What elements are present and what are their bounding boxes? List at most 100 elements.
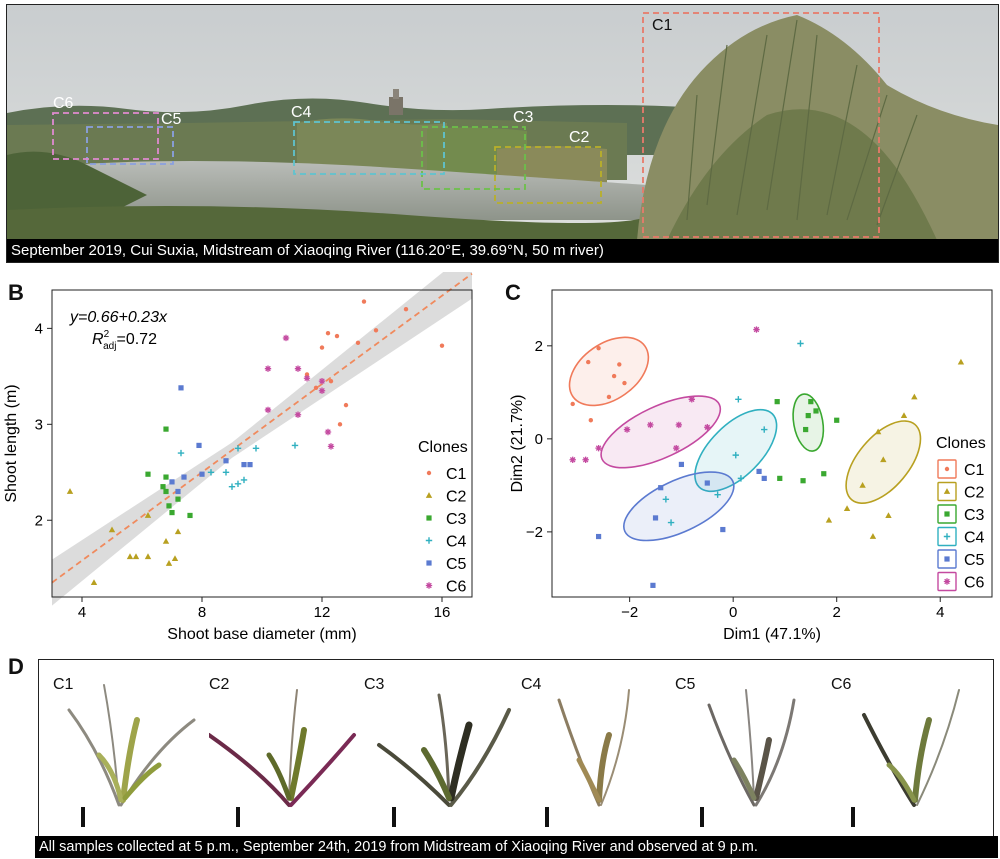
spikelet-image-c1 (67, 684, 196, 807)
data-point (678, 461, 685, 468)
data-point (658, 485, 664, 491)
series-c4 (662, 340, 804, 526)
series-c3 (145, 426, 193, 519)
data-point (957, 358, 965, 365)
data-point (241, 462, 247, 468)
data-point (327, 443, 335, 450)
pca-scatter-chart: −2 0 2 4 2 0 −2 Dim1 (47.1%) Dim2 (21.7%) Clones C… (509, 289, 993, 643)
data-point (163, 488, 169, 495)
data-point (622, 380, 627, 386)
data-point (595, 533, 602, 540)
scale-bar (700, 807, 704, 827)
reed-landscape-illustration (7, 5, 998, 262)
clone-label-c2: C2 (569, 129, 590, 146)
data-point (343, 402, 349, 408)
data-point (704, 424, 711, 431)
data-point (234, 445, 242, 452)
data-point (720, 526, 726, 533)
data-point (885, 512, 892, 518)
legend-label: C2 (964, 485, 985, 502)
data-point (144, 512, 152, 518)
x-axis-label: Shoot base diameter (mm) (167, 626, 356, 643)
scale-bar (545, 807, 549, 827)
data-point (264, 365, 272, 372)
x-tick-label: 12 (314, 604, 331, 621)
data-point (704, 480, 710, 486)
data-point (803, 426, 809, 433)
x-tick-label: 16 (434, 604, 451, 621)
data-point (834, 417, 840, 423)
y-tick-label: 4 (35, 320, 43, 337)
data-point (900, 412, 908, 418)
x-tick-label: 2 (833, 604, 841, 621)
data-point (623, 426, 631, 433)
legend-marker (944, 556, 950, 562)
legend-label: C6 (964, 575, 985, 592)
series-c4 (177, 442, 299, 490)
legend-marker (426, 515, 432, 521)
x-axis-label: Dim1 (47.1%) (723, 626, 821, 643)
regression-equation: y=0.66+0.23x (69, 309, 168, 326)
series-c6 (569, 326, 760, 463)
spike-label-c5: C5 (675, 676, 696, 693)
data-point (165, 560, 173, 566)
series-c5 (595, 461, 767, 588)
x-tick-label: 0 (729, 604, 737, 621)
data-point (337, 422, 343, 427)
data-point (439, 343, 445, 348)
series-c3 (774, 399, 840, 484)
data-point (126, 553, 134, 560)
data-point (178, 385, 184, 391)
spike-label-c6: C6 (831, 676, 852, 693)
spikelet-image-c5 (707, 689, 796, 807)
clone-label-c1: C1 (652, 17, 673, 34)
data-point (361, 299, 367, 304)
data-point (805, 412, 811, 419)
plot-frame (551, 289, 993, 598)
legend-key-box (937, 526, 957, 547)
data-point (166, 503, 172, 509)
data-point (240, 476, 248, 484)
data-point (606, 394, 612, 400)
data-point (756, 468, 762, 475)
y-tick-label: 0 (535, 431, 543, 448)
legend-marker (943, 488, 951, 494)
scale-bar (851, 807, 855, 827)
data-point (650, 582, 656, 588)
data-point (800, 478, 806, 484)
clone-label-c4: C4 (291, 104, 312, 121)
data-point (825, 516, 833, 523)
data-point (171, 555, 179, 562)
data-point (187, 512, 193, 519)
cluster-ellipse (694, 408, 778, 493)
data-point (294, 365, 302, 372)
regression-scatter-chart: 4 8 12 16 2 3 4 Shoot base diameter (mm) Shoot l… (3, 272, 473, 643)
legend-marker (944, 511, 950, 517)
legend-marker (426, 470, 432, 476)
legend-label: C5 (446, 556, 467, 573)
data-point (234, 480, 242, 487)
data-point (588, 418, 594, 423)
data-point (282, 334, 290, 342)
data-point (66, 488, 74, 494)
data-point (264, 406, 272, 414)
data-point (735, 396, 742, 403)
x-tick-label: 4 (936, 604, 944, 621)
data-point (174, 528, 182, 535)
legend-marker (944, 466, 950, 472)
series-c1 (304, 299, 445, 427)
data-point (181, 474, 187, 480)
data-point (611, 373, 617, 379)
data-point (324, 428, 332, 436)
spike-label-c2: C2 (209, 676, 230, 693)
confidence-band (52, 272, 472, 606)
data-point (586, 359, 591, 365)
data-point (175, 496, 181, 502)
data-point (843, 505, 851, 512)
spikelet-image-c2 (209, 689, 356, 807)
data-point (355, 340, 361, 345)
series-c2 (825, 358, 965, 539)
plot-frame (51, 289, 473, 598)
y-axis-label: Dim2 (21.7%) (509, 395, 526, 493)
data-point (108, 526, 116, 533)
